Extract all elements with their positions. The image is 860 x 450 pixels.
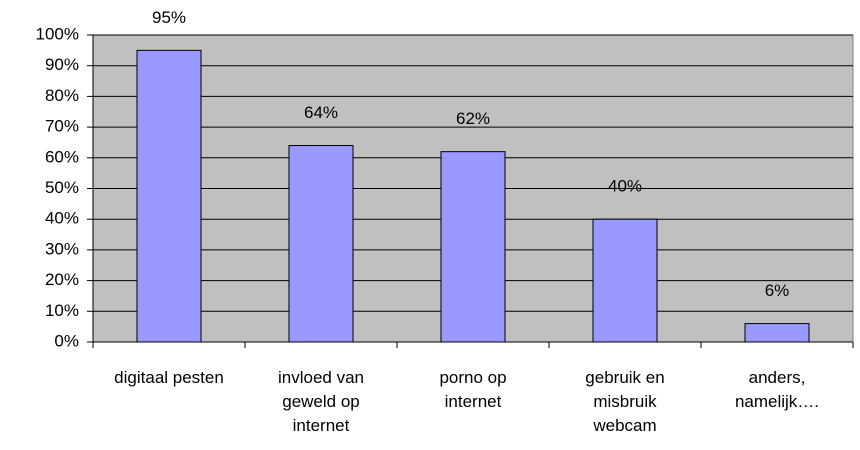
value-label: 64% [304,103,338,122]
x-tick-label: digitaal pesten [114,368,224,387]
y-tick-label: 90% [45,55,79,74]
y-tick-label: 40% [45,209,79,228]
bar [440,151,506,343]
value-label: 62% [456,109,490,128]
y-tick-label: 60% [45,147,79,166]
y-tick-label: 70% [45,117,79,136]
bar [592,218,658,343]
y-tick-label: 10% [45,301,79,320]
x-tick-label: gebruik en misbruik webcam [585,368,665,435]
y-tick-label: 100% [36,24,79,43]
value-label: 95% [152,8,186,27]
x-tick-label: invloed van geweld op internet [277,368,364,435]
y-tick-label: 50% [45,178,79,197]
value-label: 40% [608,177,642,196]
bar [744,323,810,343]
y-tick-label: 80% [45,86,79,105]
bar [136,49,202,343]
value-label: 6% [765,281,790,300]
x-tick-label: porno op internet [439,368,507,411]
bar [288,145,354,343]
y-tick-label: 20% [45,270,79,289]
y-tick-label: 30% [45,239,79,258]
x-tick-label: anders, namelijk…. [734,368,820,411]
y-tick-label: 0% [54,331,79,350]
